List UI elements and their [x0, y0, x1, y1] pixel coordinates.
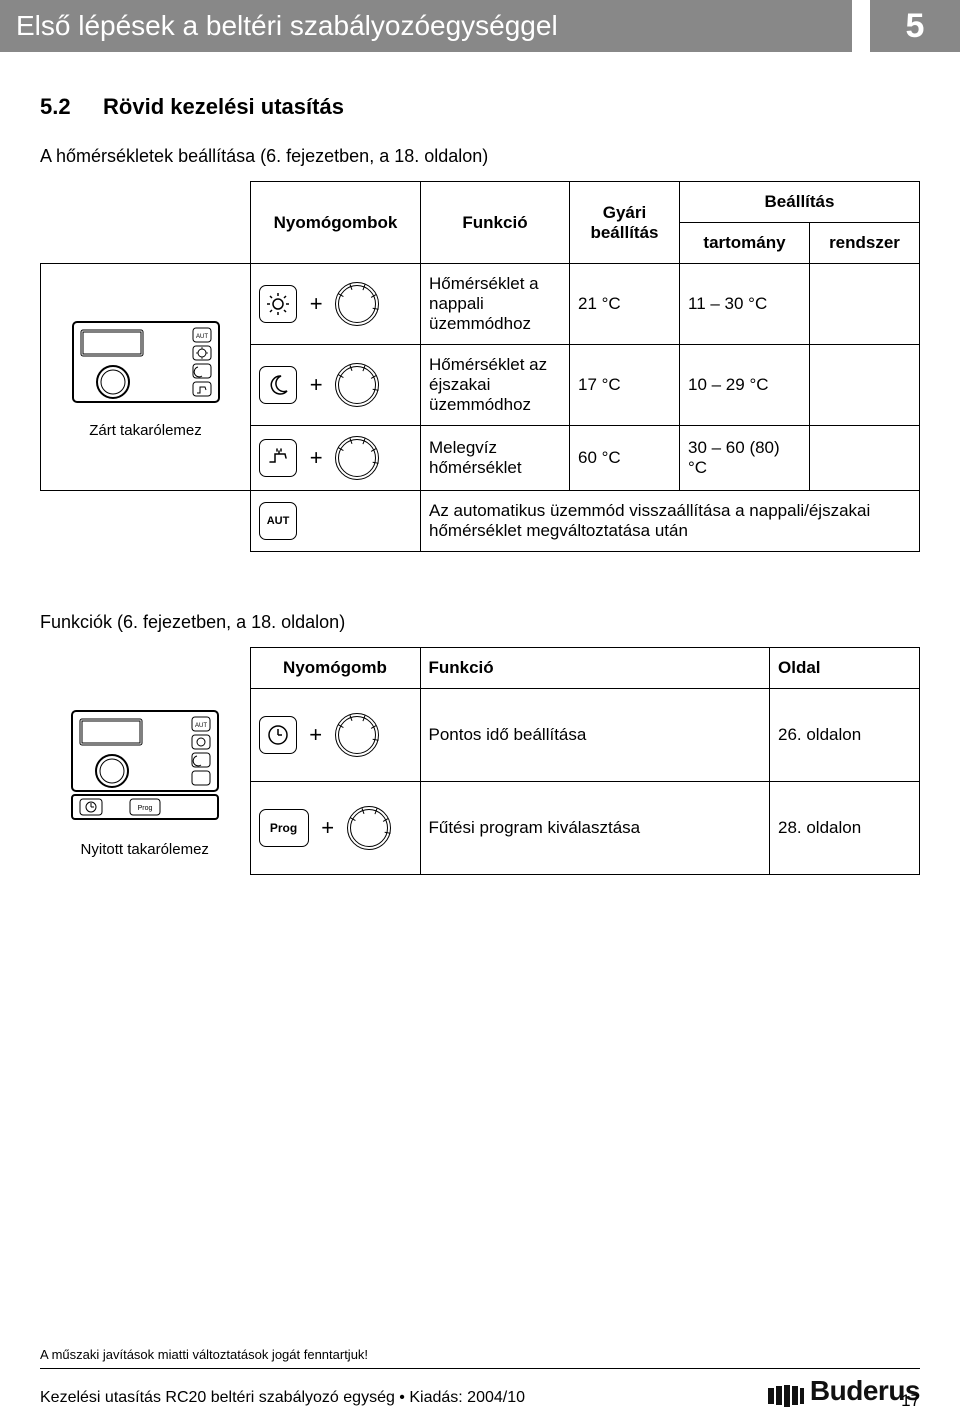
- row3-buttons: +: [251, 426, 421, 491]
- device-open-cell: AUT Prog Nyitott takarólemez: [40, 689, 250, 875]
- plus-icon: +: [309, 722, 322, 748]
- dial-icon: [347, 806, 391, 850]
- row3-func: Melegvíz hőmérséklet: [421, 426, 570, 491]
- chapter-number: 5: [870, 0, 960, 52]
- subheading-1: A hőmérsékletek beállítása (6. fejezetbe…: [40, 146, 920, 167]
- dial-icon: [335, 282, 379, 326]
- footer-rule: [40, 1368, 920, 1369]
- row2-system: [810, 345, 920, 426]
- row2-range: 10 – 29 °C: [680, 345, 810, 426]
- page-content: 5.2 Rövid kezelési utasítás A hőmérsékle…: [0, 52, 960, 875]
- row3-range: 30 – 60 (80) °C: [680, 426, 810, 491]
- t2-th-page: Oldal: [770, 648, 920, 689]
- aut-text: Az automatikus üzemmód visszaállítása a …: [421, 491, 920, 552]
- t2-row1-button: +: [250, 689, 420, 782]
- page-number: 17: [901, 1391, 920, 1410]
- brand-bars-icon: [768, 1385, 804, 1407]
- row1-factory: 21 °C: [570, 264, 680, 345]
- plus-icon: +: [321, 815, 334, 841]
- sun-icon: [259, 285, 297, 323]
- subheading-2: Funkciók (6. fejezetben, a 18. oldalon): [40, 612, 920, 633]
- svg-text:AUT: AUT: [196, 334, 208, 340]
- page-footer: A műszaki javítások miatti változtatások…: [0, 1347, 960, 1425]
- th-buttons: Nyomógombok: [251, 182, 421, 264]
- plus-icon: +: [310, 291, 323, 317]
- t2-row2-func: Fűtési program kiválasztása: [420, 782, 770, 875]
- th-factory: Gyári beállítás: [570, 182, 680, 264]
- row2-buttons: +: [251, 345, 421, 426]
- row3-system: [810, 426, 920, 491]
- page-header: Első lépések a beltéri szabályozóegységg…: [0, 0, 960, 52]
- device-closed-caption: Zárt takarólemez: [49, 422, 242, 439]
- section-number: 5.2: [40, 94, 71, 120]
- aut-icon: AUT: [259, 502, 297, 540]
- device-open-caption: Nyitott takarólemez: [48, 841, 242, 858]
- row3-factory: 60 °C: [570, 426, 680, 491]
- plus-icon: +: [310, 372, 323, 398]
- svg-text:Prog: Prog: [137, 805, 152, 812]
- chapter-title: Első lépések a beltéri szabályozóegységg…: [0, 0, 852, 52]
- t2-th-function: Funkció: [420, 648, 770, 689]
- doc-line: Kezelési utasítás RC20 beltéri szabályoz…: [40, 1389, 525, 1406]
- footnote: A műszaki javítások miatti változtatások…: [40, 1347, 920, 1362]
- th-system: rendszer: [810, 223, 920, 264]
- row1-system: [810, 264, 920, 345]
- t2-row2-page: 28. oldalon: [770, 782, 920, 875]
- th-setting: Beállítás: [680, 182, 920, 223]
- clock-icon: [259, 716, 297, 754]
- row1-buttons: +: [251, 264, 421, 345]
- dial-icon: [335, 436, 379, 480]
- settings-table: Nyomógombok Funkció Gyári beállítás Beál…: [40, 181, 920, 552]
- t2-th-button: Nyomógomb: [250, 648, 420, 689]
- functions-table: Nyomógomb Funkció Oldal AUT: [40, 647, 920, 875]
- t2-row1-func: Pontos idő beállítása: [420, 689, 770, 782]
- device-closed-icon: AUT: [71, 316, 221, 416]
- row1-range: 11 – 30 °C: [680, 264, 810, 345]
- aut-button-cell: AUT: [251, 491, 421, 552]
- tap-icon: [259, 439, 297, 477]
- device-open-icon: AUT Prog: [70, 705, 220, 835]
- dial-icon: [335, 713, 379, 757]
- row2-factory: 17 °C: [570, 345, 680, 426]
- t2-row1-page: 26. oldalon: [770, 689, 920, 782]
- svg-text:AUT: AUT: [195, 723, 207, 729]
- moon-icon: [259, 366, 297, 404]
- th-function: Funkció: [421, 182, 570, 264]
- row2-func: Hőmérséklet az éjszakai üzemmódhoz: [421, 345, 570, 426]
- plus-icon: +: [310, 445, 323, 471]
- device-closed-cell: AUT Zárt takarólemez: [41, 264, 251, 491]
- prog-icon: Prog: [259, 809, 309, 847]
- row1-func: Hőmérséklet a nappali üzemmódhoz: [421, 264, 570, 345]
- th-range: tartomány: [680, 223, 810, 264]
- t2-row2-button: Prog +: [250, 782, 420, 875]
- section-heading: 5.2 Rövid kezelési utasítás: [40, 94, 920, 120]
- dial-icon: [335, 363, 379, 407]
- section-title: Rövid kezelési utasítás: [103, 94, 344, 120]
